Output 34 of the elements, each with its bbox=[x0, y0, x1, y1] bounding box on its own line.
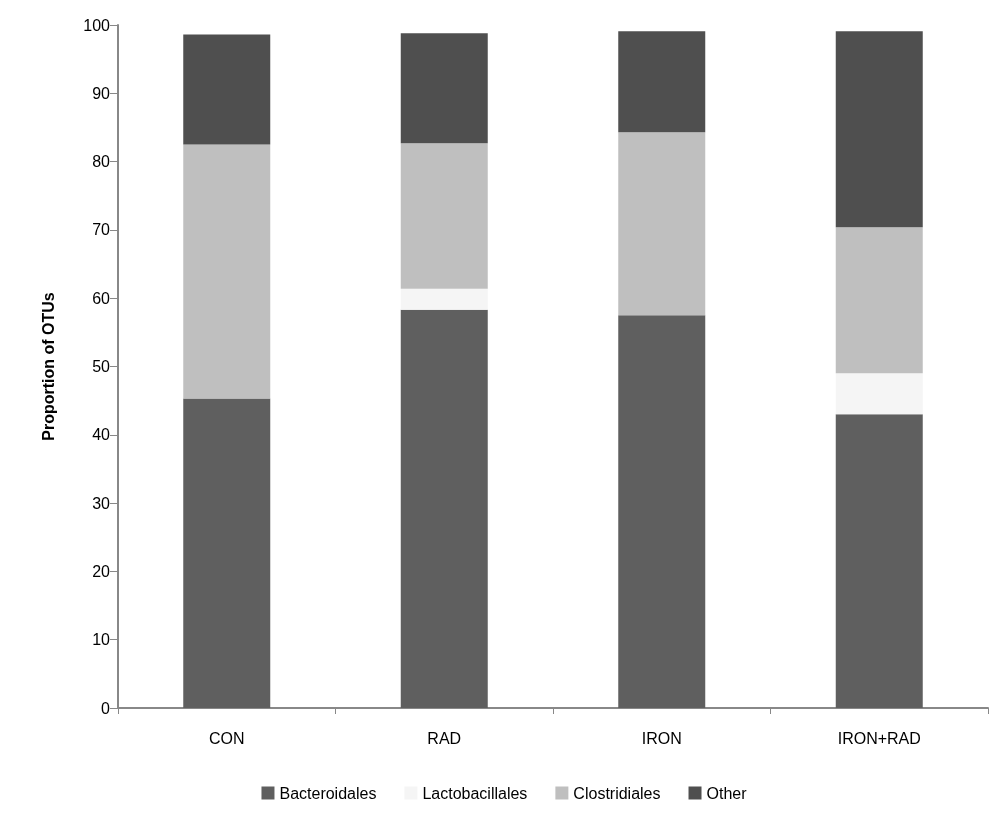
y-tick-label: 20 bbox=[92, 562, 111, 580]
y-tick-label: 50 bbox=[92, 358, 111, 375]
bar bbox=[400, 143, 488, 289]
bar bbox=[400, 309, 488, 708]
legend-label: Lactobacillales bbox=[422, 784, 528, 802]
y-tick-label: 100 bbox=[83, 16, 111, 34]
bar bbox=[835, 31, 923, 228]
bar bbox=[183, 144, 271, 399]
y-tick-label: 70 bbox=[92, 221, 111, 239]
x-tick-label: IRON+RAD bbox=[837, 729, 921, 747]
bar bbox=[183, 398, 271, 708]
legend-label: Clostridiales bbox=[573, 784, 661, 802]
y-tick-label: 90 bbox=[92, 84, 111, 102]
x-tick-label: RAD bbox=[427, 729, 462, 747]
bar bbox=[835, 227, 923, 374]
bar bbox=[835, 373, 923, 415]
legend-label: Bacteroidales bbox=[279, 784, 377, 802]
y-tick-label: 0 bbox=[101, 699, 111, 717]
bar bbox=[400, 33, 488, 144]
legend-label: Other bbox=[706, 784, 748, 802]
y-tick-label: 40 bbox=[92, 426, 111, 444]
bar bbox=[618, 132, 706, 316]
bar bbox=[400, 288, 488, 310]
y-tick-label: 10 bbox=[92, 631, 111, 649]
bar bbox=[618, 315, 706, 708]
bar bbox=[618, 31, 706, 133]
y-tick-label: 30 bbox=[92, 494, 111, 512]
x-tick-label: IRON bbox=[641, 729, 682, 747]
y-tick-label: 60 bbox=[92, 289, 111, 307]
bar bbox=[183, 34, 271, 145]
x-tick-label: CON bbox=[208, 729, 245, 747]
y-tick-label: 80 bbox=[92, 153, 111, 171]
y-axis-title: Proportion of OTUs bbox=[39, 292, 57, 441]
bar bbox=[835, 414, 923, 708]
